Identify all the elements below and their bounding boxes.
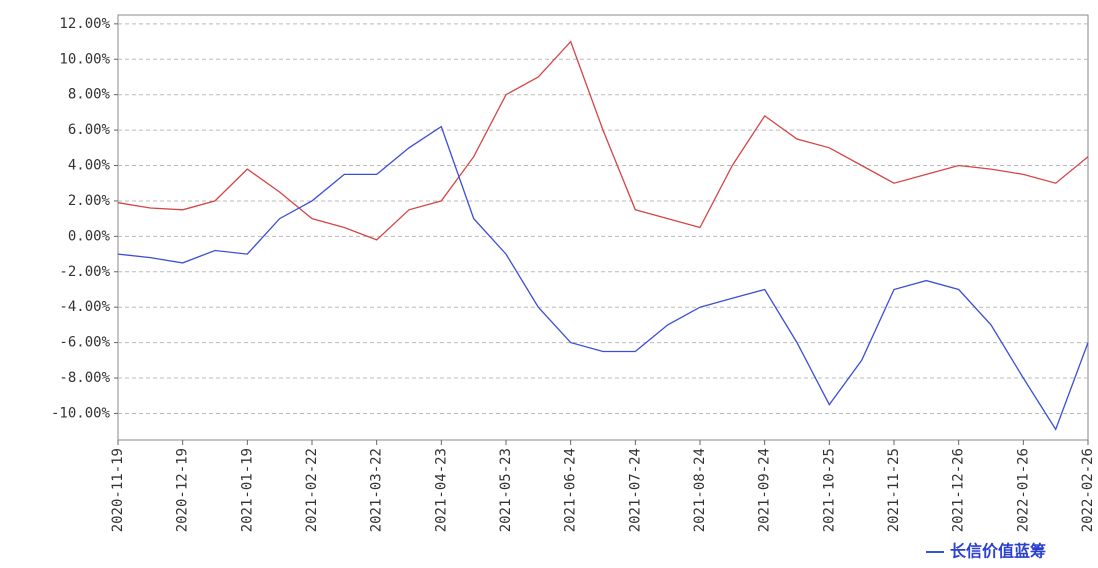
y-tick-label: 10.00% xyxy=(59,51,110,67)
x-tick-label: 2021-11-25 xyxy=(886,448,902,532)
y-tick-label: -8.00% xyxy=(59,370,110,386)
x-tick-label: 2021-09-24 xyxy=(757,448,773,532)
x-tick-label: 2021-04-23 xyxy=(433,448,449,532)
series-line xyxy=(118,42,1088,240)
y-tick-label: 2.00% xyxy=(68,193,111,209)
x-tick-label: 2022-01-26 xyxy=(1015,448,1031,532)
y-tick-label: 6.00% xyxy=(68,122,111,138)
x-tick-label: 2021-05-23 xyxy=(498,448,514,532)
y-tick-label: -6.00% xyxy=(59,335,110,351)
x-tick-label: 2020-12-19 xyxy=(175,448,191,532)
chart: -10.00% -8.00% -6.00% -4.00% -2.00% 0.00% 2.00… xyxy=(0,0,1098,568)
y-tick-label: -10.00% xyxy=(51,405,111,421)
x-tick-label: 2021-02-22 xyxy=(304,448,320,532)
x-tick-label: 2021-10-25 xyxy=(821,448,837,532)
x-tick-label: 2021-06-24 xyxy=(563,448,579,532)
y-tick-label: 0.00% xyxy=(68,228,111,244)
series-line xyxy=(118,127,1088,430)
x-tick-label: 2021-12-26 xyxy=(951,448,967,532)
legend-label: 长信价值蓝筹 xyxy=(950,542,1046,561)
y-tick-label: 8.00% xyxy=(68,87,111,103)
page: {"chart_data": {"type": "line", "categor… xyxy=(0,0,1098,568)
y-tick-label: -2.00% xyxy=(59,264,110,280)
y-tick-label: -4.00% xyxy=(59,299,110,315)
x-tick-label: 2021-01-19 xyxy=(239,448,255,532)
y-tick-label: 12.00% xyxy=(59,16,110,32)
x-tick-label: 2021-03-22 xyxy=(369,448,385,532)
plot-frame xyxy=(118,15,1088,440)
x-tick-label: 2022-02-26 xyxy=(1080,448,1096,532)
y-tick-label: 4.00% xyxy=(68,158,111,174)
x-tick-label: 2021-08-24 xyxy=(692,448,708,532)
x-tick-label: 2020-11-19 xyxy=(110,448,126,532)
x-tick-label: 2021-07-24 xyxy=(627,448,643,532)
